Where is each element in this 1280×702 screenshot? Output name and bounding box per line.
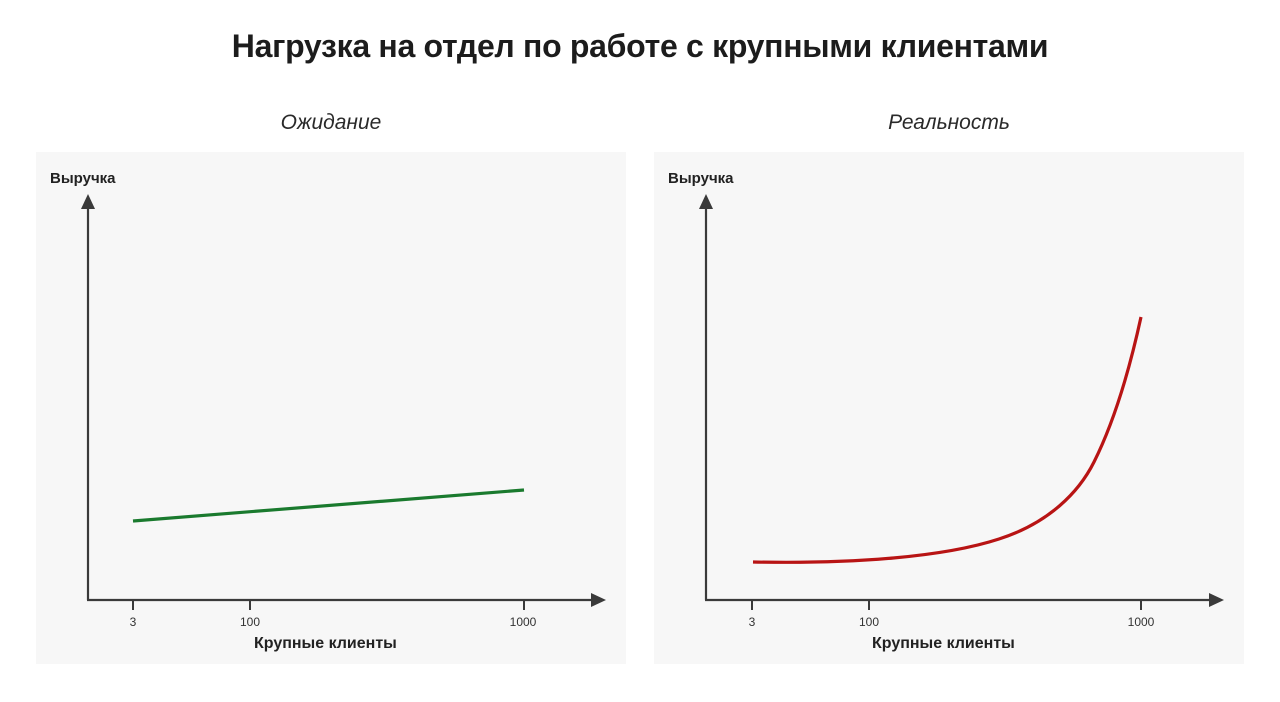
subtitle-expectation: Ожидание xyxy=(280,111,382,134)
main-title: Нагрузка на отдел по работе с крупными к… xyxy=(231,28,1049,64)
x-axis-arrow-icon xyxy=(591,593,606,607)
y-axis-arrow-icon xyxy=(81,194,95,209)
x-tick-3: 3 xyxy=(129,615,137,629)
x-tick-100: 100 xyxy=(858,615,880,629)
x-tick-1000: 1000 xyxy=(509,615,537,629)
x-axis xyxy=(87,593,606,610)
x-axis-label: Крупные клиенты xyxy=(254,635,397,652)
y-axis xyxy=(699,194,713,600)
subtitle-reality: Реальность xyxy=(888,111,1010,134)
y-axis-label: Выручка xyxy=(668,170,734,187)
expectation-line xyxy=(132,488,525,523)
x-tick-100: 100 xyxy=(239,615,261,629)
chart-panel-expectation: Выручка 3 100 1000 Крупные клиенты xyxy=(36,152,626,664)
x-axis-label: Крупные клиенты xyxy=(872,635,1015,652)
chart-panel-reality: Выручка 3 100 1000 Крупные клиенты xyxy=(654,152,1244,664)
chart-expectation-svg xyxy=(81,194,606,610)
x-axis-arrow-icon xyxy=(1209,593,1224,607)
chart-reality-svg xyxy=(699,194,1224,610)
x-axis xyxy=(705,593,1224,610)
y-axis-arrow-icon xyxy=(699,194,713,209)
x-tick-1000: 1000 xyxy=(1127,615,1155,629)
y-axis-label: Выручка xyxy=(50,170,116,187)
reality-curve xyxy=(752,316,1143,564)
x-tick-3: 3 xyxy=(748,615,756,629)
y-axis xyxy=(81,194,95,600)
